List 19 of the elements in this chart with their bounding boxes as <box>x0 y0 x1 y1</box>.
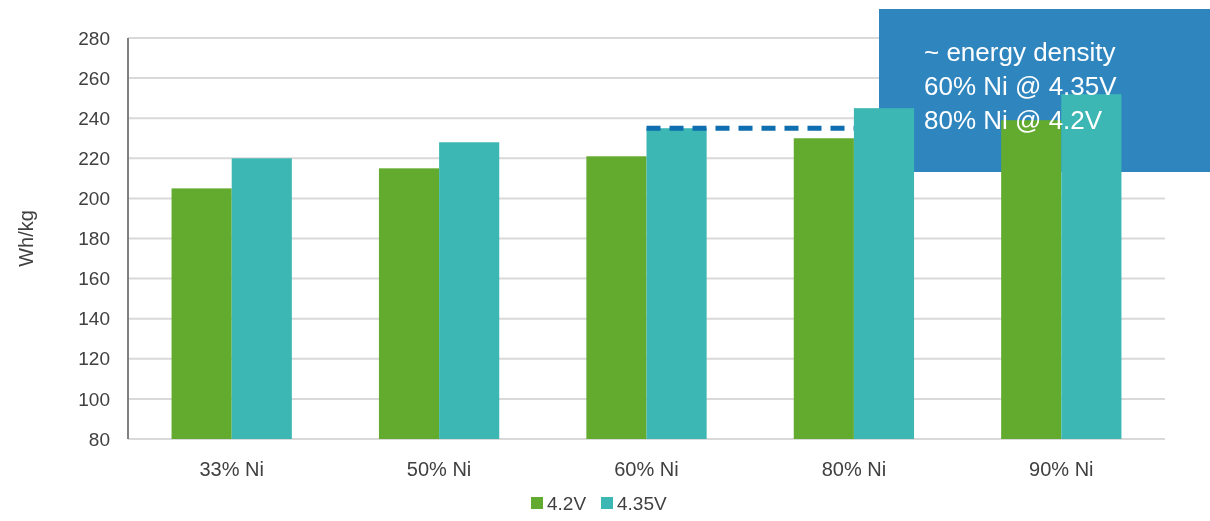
y-tick-label: 200 <box>78 188 110 210</box>
y-tick-label: 240 <box>78 107 110 129</box>
y-tick-label: 160 <box>78 268 110 290</box>
y-axis-title: Wh/kg <box>15 210 37 267</box>
y-tick-label: 260 <box>78 67 110 89</box>
y-tick-label: 80 <box>88 428 110 450</box>
y-tick-label: 100 <box>78 388 110 410</box>
y-tick-label: 180 <box>78 228 110 250</box>
x-tick-label: 90% Ni <box>1029 458 1094 480</box>
x-tick-label: 50% Ni <box>406 458 472 480</box>
legend-label: 4.35V <box>617 493 667 514</box>
y-tick-label: 120 <box>78 348 110 370</box>
y-tick-label: 280 <box>78 27 110 49</box>
y-tick-label: 220 <box>78 147 110 169</box>
y-tick-label: 140 <box>78 308 110 330</box>
x-tick-label: 80% Ni <box>821 458 887 480</box>
x-tick-label: 60% Ni <box>614 458 679 480</box>
legend-label: 4.2V <box>547 493 587 514</box>
x-tick-label: 33% Ni <box>199 458 264 480</box>
